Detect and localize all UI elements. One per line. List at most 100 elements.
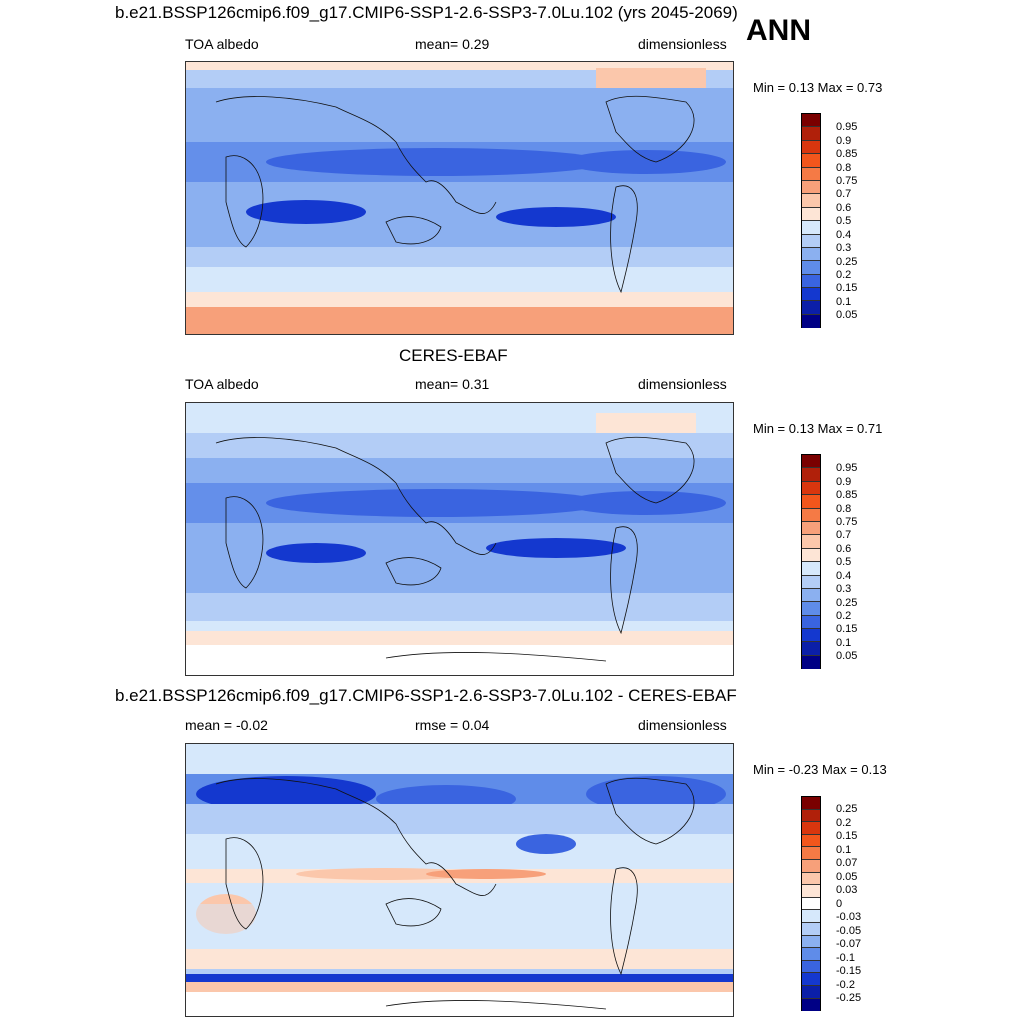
panel1-title: b.e21.BSSP126cmip6.f09_g17.CMIP6-SSP1-2.… <box>115 3 738 22</box>
season-label: ANN <box>746 14 811 47</box>
panel3-colorbar-swatch <box>802 960 820 974</box>
panel1-colorbar-tick: 0.6 <box>836 202 852 214</box>
panel1-minmax: Min = 0.13 Max = 0.73 <box>753 80 883 95</box>
panel2-colorbar-tick: 0.7 <box>836 529 852 541</box>
panel1-variable-label: TOA albedo <box>185 36 259 52</box>
panel1-colorbar-tick: 0.75 <box>836 175 858 187</box>
panel1-colorbar-swatch <box>802 274 820 289</box>
panel3-colorbar-tick: 0 <box>836 898 843 910</box>
panel1-colorbar-swatch <box>802 301 820 315</box>
panel2-colorbar-tick: 0.5 <box>836 556 852 568</box>
panel2-colorbar-swatch <box>802 562 820 576</box>
panel1-colorbar-swatch <box>802 234 820 248</box>
panel3-colorbar-tick: -0.07 <box>836 938 862 950</box>
panel1-colorbar-swatch <box>802 288 820 302</box>
panel3-map <box>185 743 734 1017</box>
panel2-variable-label: TOA albedo <box>185 376 259 392</box>
panel2-colorbar-swatch <box>802 615 820 630</box>
panel2-colorbar-tick: 0.6 <box>836 543 852 555</box>
panel3-colorbar-tick: 0.1 <box>836 844 852 856</box>
panel3-colorbar-swatch <box>802 935 820 949</box>
panel1-mean-label: mean= 0.29 <box>415 36 490 52</box>
panel2-colorbar-swatch <box>802 629 820 643</box>
panel2-colorbar-tick: 0.2 <box>836 610 852 622</box>
panel3-colorbar-swatch <box>802 847 820 860</box>
panel2-colorbar-tick: 0.8 <box>836 503 852 515</box>
panel2-title: CERES-EBAF <box>399 346 508 365</box>
panel2-map <box>185 402 734 676</box>
panel2-colorbar-swatch <box>802 508 820 522</box>
panel3-colorbar-tick: -0.03 <box>836 911 862 923</box>
panel3-colorbar-swatch <box>802 834 820 848</box>
panel2-colorbar-swatch <box>802 588 820 603</box>
panel2-colorbar-tick: 0.05 <box>836 650 858 662</box>
panel2-colorbar-swatch <box>802 481 820 496</box>
panel1-colorbar-swatch <box>802 154 820 168</box>
panel3-colorbar-tick: 0.07 <box>836 857 858 869</box>
panel2-colorbar-swatch <box>802 495 820 509</box>
panel1-colorbar-tick: 0.1 <box>836 296 852 308</box>
panel3-colorbar-swatch <box>802 872 820 886</box>
panel3-colorbar-swatch <box>802 797 820 810</box>
panel1-colorbar-tick: 0.5 <box>836 215 852 227</box>
panel3-colorbar-swatch <box>802 897 820 911</box>
panel2-colorbar-tick: 0.25 <box>836 597 858 609</box>
panel2-map-svg <box>186 403 733 675</box>
panel2-colorbar-tick: 0.3 <box>836 583 852 595</box>
panel2-colorbar-swatch <box>802 655 820 670</box>
panel2-colorbar-swatch <box>802 468 820 482</box>
panel1-colorbar-swatch <box>802 247 820 262</box>
panel3-colorbar-tick: 0.15 <box>836 830 858 842</box>
panel1-colorbar-tick: 0.25 <box>836 256 858 268</box>
panel1-colorbar-tick: 0.3 <box>836 242 852 254</box>
panel2-colorbar-swatch <box>802 521 820 536</box>
panel2-colorbar-swatch <box>802 642 820 656</box>
panel3-units-label: dimensionless <box>638 717 727 733</box>
panel3-colorbar-tick: 0.25 <box>836 803 858 815</box>
panel3-minmax: Min = -0.23 Max = 0.13 <box>753 762 887 777</box>
panel2-colorbar-tick: 0.9 <box>836 476 852 488</box>
panel2-colorbar-tick: 0.4 <box>836 570 852 582</box>
panel2-colorbar-tick: 0.85 <box>836 489 858 501</box>
panel2-colorbar-swatch <box>802 455 820 469</box>
panel1-colorbar-tick: 0.2 <box>836 269 852 281</box>
panel1-colorbar-tick: 0.85 <box>836 148 858 160</box>
panel2-colorbar-swatch <box>802 602 820 616</box>
panel1-colorbar-swatch <box>802 261 820 275</box>
panel2-units-label: dimensionless <box>638 376 727 392</box>
panel1-colorbar-swatch <box>802 167 820 181</box>
panel3-mean-label: mean = -0.02 <box>185 717 268 733</box>
panel3-colorbar-swatch <box>802 985 820 999</box>
panel3-colorbar-tick: -0.2 <box>836 979 855 991</box>
panel1-colorbar-tick: 0.4 <box>836 229 852 241</box>
panel3-colorbar-swatch <box>802 948 820 961</box>
panel2-colorbar-swatch <box>802 548 820 563</box>
panel1-colorbar-swatch <box>802 127 820 141</box>
panel3-colorbar-swatch <box>802 910 820 923</box>
panel1-colorbar-tick: 0.95 <box>836 121 858 133</box>
panel1-units-label: dimensionless <box>638 36 727 52</box>
panel1-colorbar-tick: 0.8 <box>836 162 852 174</box>
panel3-colorbar-tick: -0.25 <box>836 992 862 1004</box>
panel1-map-svg <box>186 62 733 334</box>
panel1-colorbar <box>801 113 821 329</box>
panel2-colorbar <box>801 454 821 670</box>
panel3-colorbar-tick: 0.2 <box>836 817 852 829</box>
panel3-colorbar-swatch <box>802 885 820 898</box>
panel3-colorbar-tick: 0.05 <box>836 871 858 883</box>
panel1-colorbar-tick: 0.7 <box>836 188 852 200</box>
panel1-colorbar-tick: 0.15 <box>836 282 858 294</box>
panel2-colorbar-tick: 0.75 <box>836 516 858 528</box>
panel3-rmse-label: rmse = 0.04 <box>415 717 490 733</box>
panel3-title: b.e21.BSSP126cmip6.f09_g17.CMIP6-SSP1-2.… <box>115 686 737 705</box>
panel2-minmax: Min = 0.13 Max = 0.71 <box>753 421 883 436</box>
panel1-map <box>185 61 734 335</box>
panel3-colorbar-swatch <box>802 973 820 986</box>
panel1-colorbar-swatch <box>802 207 820 222</box>
panel1-colorbar-tick: 0.9 <box>836 135 852 147</box>
panel1-colorbar-swatch <box>802 140 820 155</box>
panel2-colorbar-tick: 0.1 <box>836 637 852 649</box>
panel3-colorbar-swatch <box>802 859 820 873</box>
panel1-colorbar-tick: 0.05 <box>836 309 858 321</box>
panel3-colorbar-swatch <box>802 922 820 936</box>
